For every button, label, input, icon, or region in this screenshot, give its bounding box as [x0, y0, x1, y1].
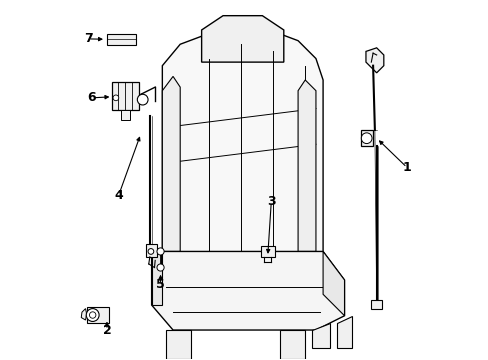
- Circle shape: [86, 309, 99, 321]
- Text: 4: 4: [114, 189, 123, 202]
- Polygon shape: [323, 251, 344, 316]
- Polygon shape: [165, 330, 190, 359]
- Circle shape: [157, 264, 164, 271]
- Polygon shape: [360, 130, 372, 146]
- Circle shape: [137, 94, 148, 105]
- Text: 2: 2: [102, 324, 111, 337]
- Text: 1: 1: [402, 161, 410, 174]
- Polygon shape: [260, 246, 274, 257]
- Text: 5: 5: [156, 278, 164, 291]
- Polygon shape: [365, 48, 383, 73]
- Polygon shape: [151, 251, 162, 305]
- Polygon shape: [162, 76, 180, 251]
- Polygon shape: [151, 251, 344, 330]
- Polygon shape: [87, 307, 108, 323]
- Polygon shape: [112, 82, 139, 111]
- Circle shape: [113, 95, 119, 101]
- Polygon shape: [121, 111, 130, 120]
- Circle shape: [361, 133, 371, 144]
- Polygon shape: [312, 323, 329, 348]
- Polygon shape: [81, 309, 86, 320]
- Polygon shape: [201, 16, 283, 62]
- Polygon shape: [146, 244, 157, 257]
- Text: 7: 7: [83, 32, 92, 45]
- Polygon shape: [162, 26, 323, 262]
- Polygon shape: [370, 300, 381, 309]
- Circle shape: [157, 248, 164, 255]
- Text: 3: 3: [266, 195, 275, 208]
- Polygon shape: [298, 80, 315, 251]
- Text: 6: 6: [87, 91, 96, 104]
- Circle shape: [89, 312, 96, 318]
- Polygon shape: [107, 33, 135, 45]
- Circle shape: [148, 249, 153, 254]
- Polygon shape: [337, 316, 351, 348]
- Polygon shape: [280, 330, 305, 359]
